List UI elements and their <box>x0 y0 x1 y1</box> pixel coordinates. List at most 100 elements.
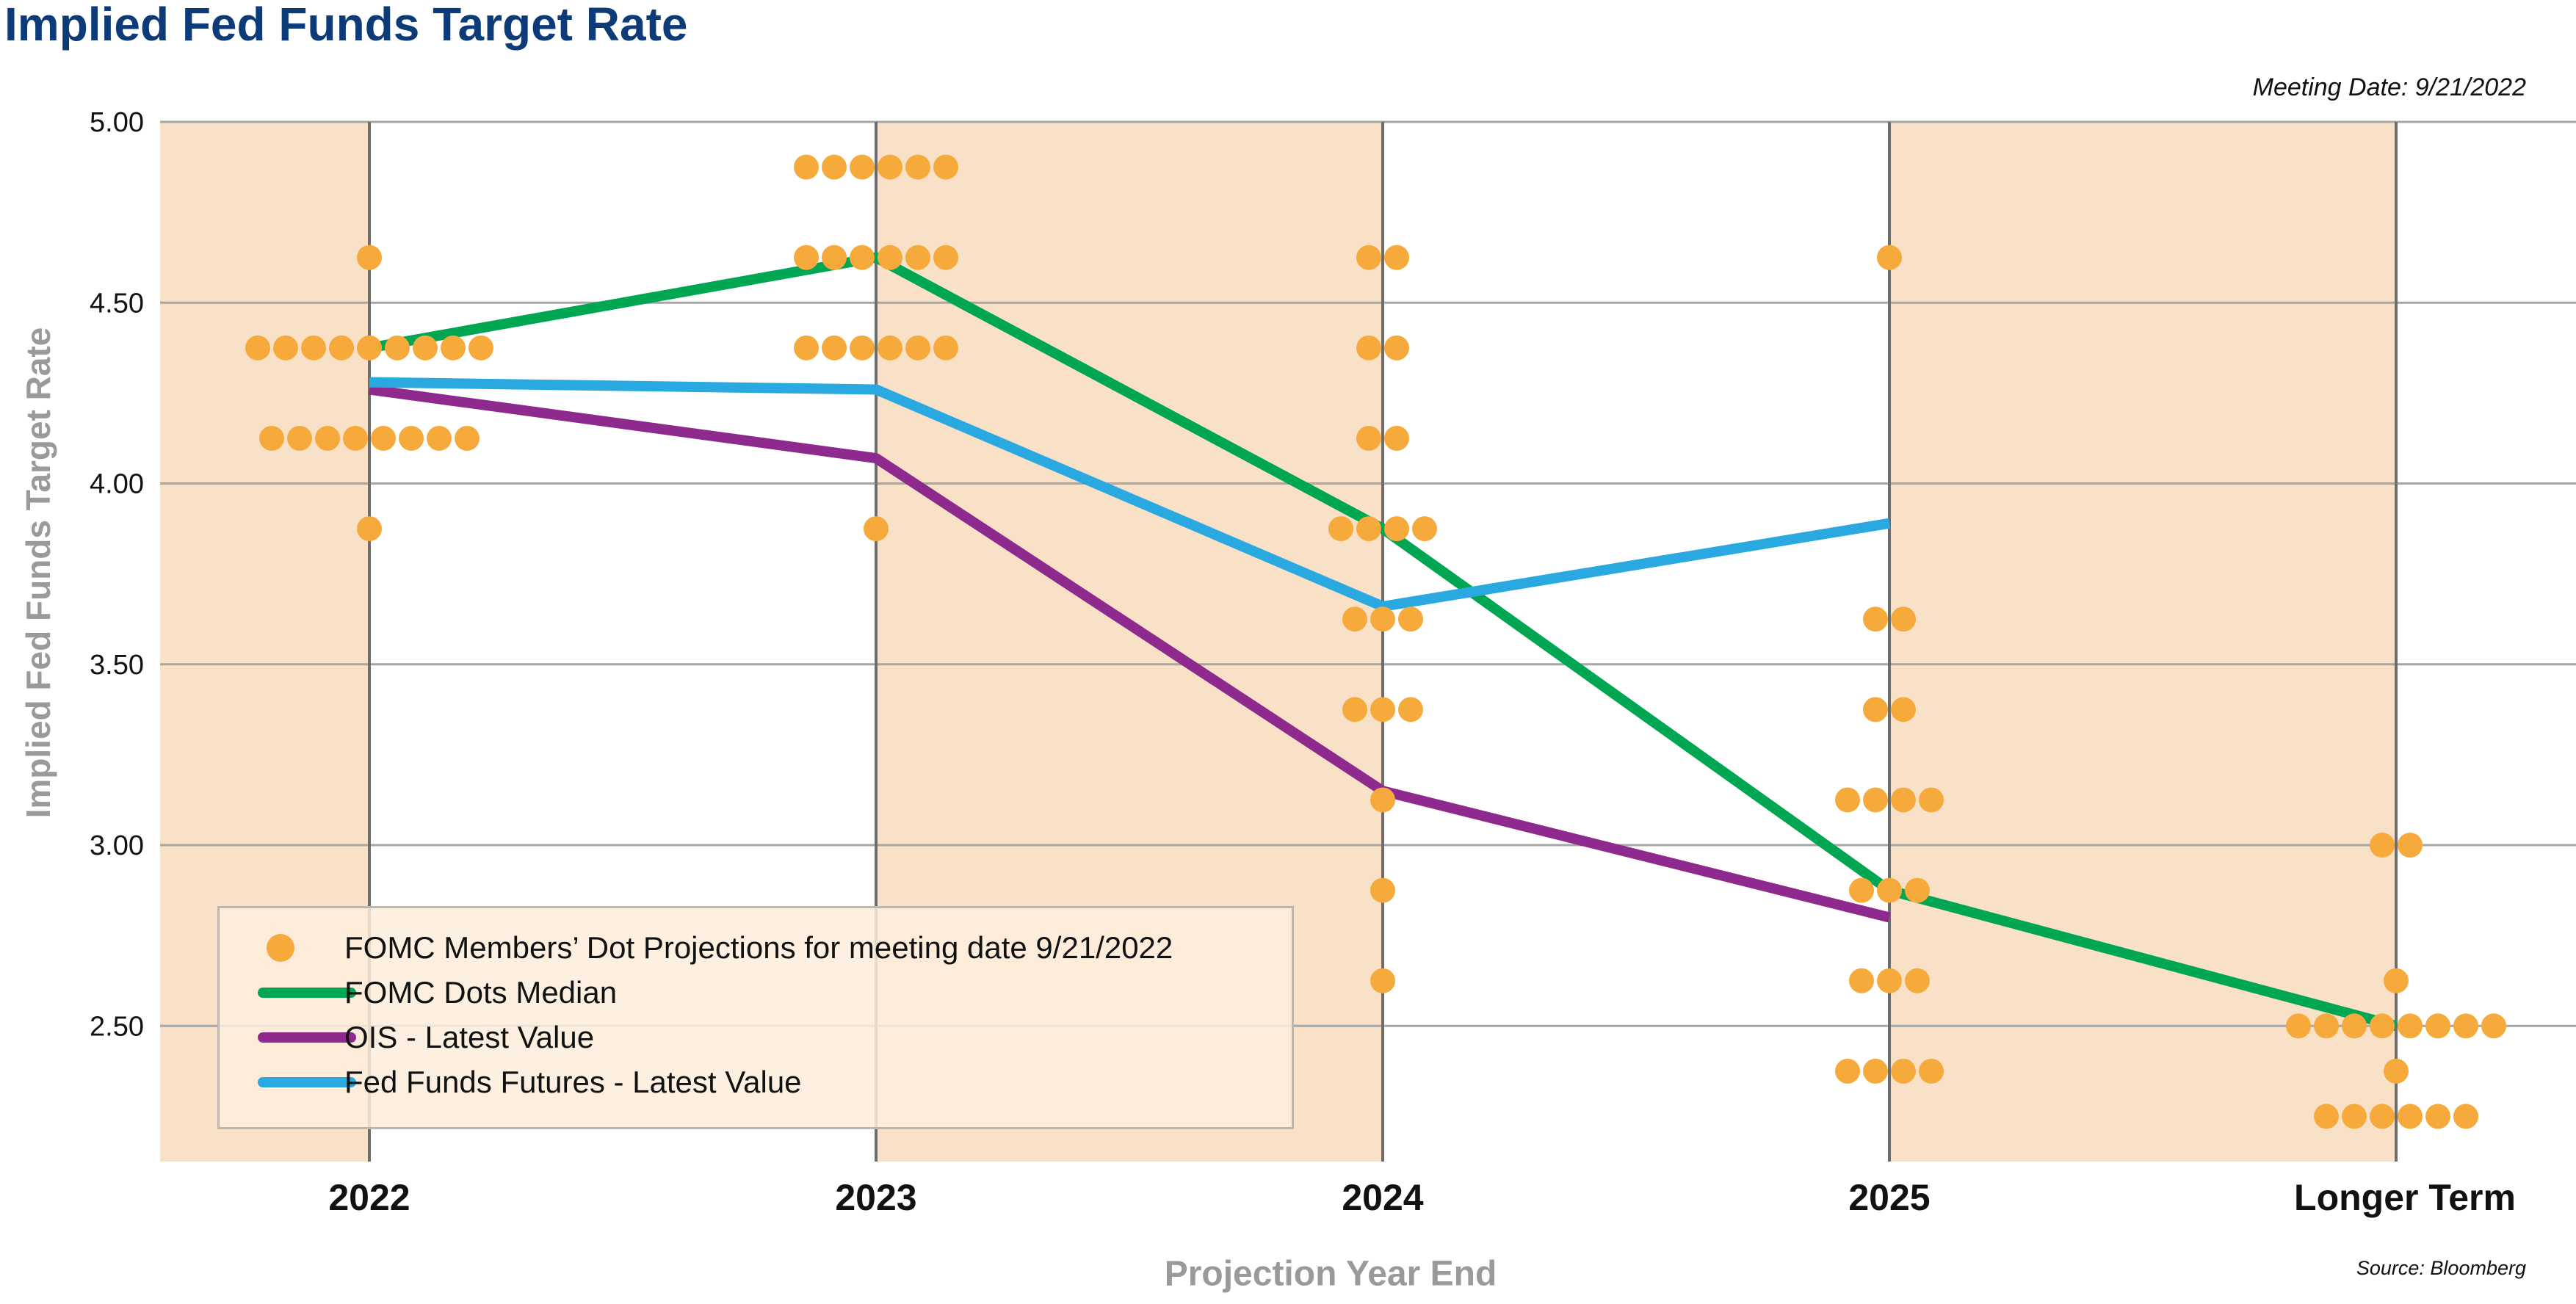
x-axis-label: Projection Year End <box>1164 1254 1497 1294</box>
fomc-dot <box>1384 516 1409 542</box>
y-tick-label: 5.00 <box>90 107 144 138</box>
legend-ois-swatch <box>258 1032 356 1043</box>
fomc-dot <box>905 335 930 361</box>
fomc-dot <box>371 425 396 451</box>
y-tick-label: 2.50 <box>90 1011 144 1042</box>
fomc-dot <box>259 425 284 451</box>
fomc-dot <box>1849 968 1874 993</box>
chart-title: Implied Fed Funds Target Rate <box>4 0 688 51</box>
fomc-dot <box>301 335 326 361</box>
x-tick-label: 2024 <box>1342 1177 1423 1218</box>
fomc-dot <box>864 516 889 542</box>
fomc-dot <box>455 425 480 451</box>
legend-label: OIS - Latest Value <box>344 1020 595 1054</box>
fomc-dot <box>1398 606 1423 632</box>
fomc-dot <box>1398 697 1423 722</box>
fomc-dot <box>2314 1104 2339 1129</box>
fomc-dot <box>357 335 382 361</box>
fomc-dot <box>1370 877 1395 903</box>
fomc-dot <box>2398 1013 2423 1039</box>
fomc-dot <box>1919 787 1944 813</box>
fomc-dot <box>329 335 354 361</box>
fomc-dot <box>933 154 958 180</box>
fomc-dot <box>794 154 819 180</box>
fomc-dot <box>822 245 847 270</box>
year-band <box>1889 122 2396 1162</box>
fomc-dot <box>2384 1058 2409 1084</box>
source-note: Source: Bloomberg <box>2356 1257 2526 1279</box>
fomc-dot <box>1356 335 1381 361</box>
fomc-dot <box>2453 1104 2478 1129</box>
fomc-dot <box>1863 606 1888 632</box>
fomc-dot <box>468 335 493 361</box>
fomc-dot <box>2425 1104 2450 1129</box>
fomc-dot <box>1877 877 1902 903</box>
x-tick-label: Longer Term <box>2294 1177 2516 1218</box>
fomc-dot <box>1370 968 1395 993</box>
fomc-dot <box>2314 1013 2339 1039</box>
legend-label: FOMC Members’ Dot Projections for meetin… <box>344 930 1173 965</box>
fomc-dot <box>822 154 847 180</box>
x-tick-label: 2023 <box>835 1177 916 1218</box>
fomc-dot <box>2370 1104 2395 1129</box>
fomc-dot <box>1384 245 1409 270</box>
legend-dot-swatch <box>267 934 294 962</box>
fomc-dot <box>933 335 958 361</box>
fomc-dot <box>1863 1058 1888 1084</box>
fomc-dot <box>794 245 819 270</box>
x-tick-label: 2022 <box>328 1177 410 1218</box>
fomc-dot <box>245 335 270 361</box>
fomc-dot <box>1849 877 1874 903</box>
fomc-dot <box>2342 1104 2367 1129</box>
fomc-dot <box>905 245 930 270</box>
fomc-dot <box>2425 1013 2450 1039</box>
fomc-dot <box>1370 787 1395 813</box>
y-tick-label: 3.50 <box>90 650 144 681</box>
legend-median-swatch <box>258 988 356 998</box>
fomc-dot <box>343 425 368 451</box>
fomc-dot <box>2398 1104 2423 1129</box>
fomc-dot <box>1835 1058 1860 1084</box>
legend-item-median: FOMC Dots Median <box>220 971 1292 1015</box>
fomc-dot <box>2481 1013 2506 1039</box>
fomc-dot <box>1370 697 1395 722</box>
fomc-dot <box>2398 833 2423 858</box>
fomc-dot <box>1877 245 1902 270</box>
fomc-dot <box>1835 787 1860 813</box>
legend-label: FOMC Dots Median <box>344 975 618 1010</box>
fomc-dot <box>850 245 875 270</box>
fomc-dot <box>1891 697 1916 722</box>
fomc-dot <box>1328 516 1353 542</box>
fomc-dot <box>2384 968 2409 993</box>
legend-item-dots: FOMC Members’ Dot Projections for meetin… <box>220 926 1292 970</box>
chart-legend: FOMC Members’ Dot Projections for meetin… <box>217 906 1294 1129</box>
fomc-dot <box>878 245 902 270</box>
fomc-dot <box>822 335 847 361</box>
fomc-dot <box>1356 425 1381 451</box>
fomc-dot <box>1877 968 1902 993</box>
median-line <box>368 252 2398 1032</box>
fomc-dot <box>413 335 438 361</box>
fomc-dot <box>1891 787 1916 813</box>
fomc-dot <box>1356 516 1381 542</box>
fomc-dot <box>878 335 902 361</box>
y-axis-label: Implied Fed Funds Target Rate <box>19 327 57 819</box>
fomc-dot <box>273 335 298 361</box>
y-tick-label: 3.00 <box>90 830 144 861</box>
fomc-dot <box>357 516 382 542</box>
fomc-dot <box>794 335 819 361</box>
ois-line <box>369 384 1891 923</box>
fomc-dot <box>315 425 340 451</box>
fomc-dot <box>1905 968 1930 993</box>
fomc-dot <box>878 154 902 180</box>
futures-line <box>369 377 1891 612</box>
legend-futures-swatch <box>258 1077 356 1087</box>
fomc-dot <box>2342 1013 2367 1039</box>
fomc-dot <box>850 154 875 180</box>
fomc-dot <box>2370 1013 2395 1039</box>
fomc-dot <box>1412 516 1437 542</box>
x-tick-label: 2025 <box>1848 1177 1930 1218</box>
fomc-dot <box>2370 833 2395 858</box>
fomc-dot <box>1891 606 1916 632</box>
